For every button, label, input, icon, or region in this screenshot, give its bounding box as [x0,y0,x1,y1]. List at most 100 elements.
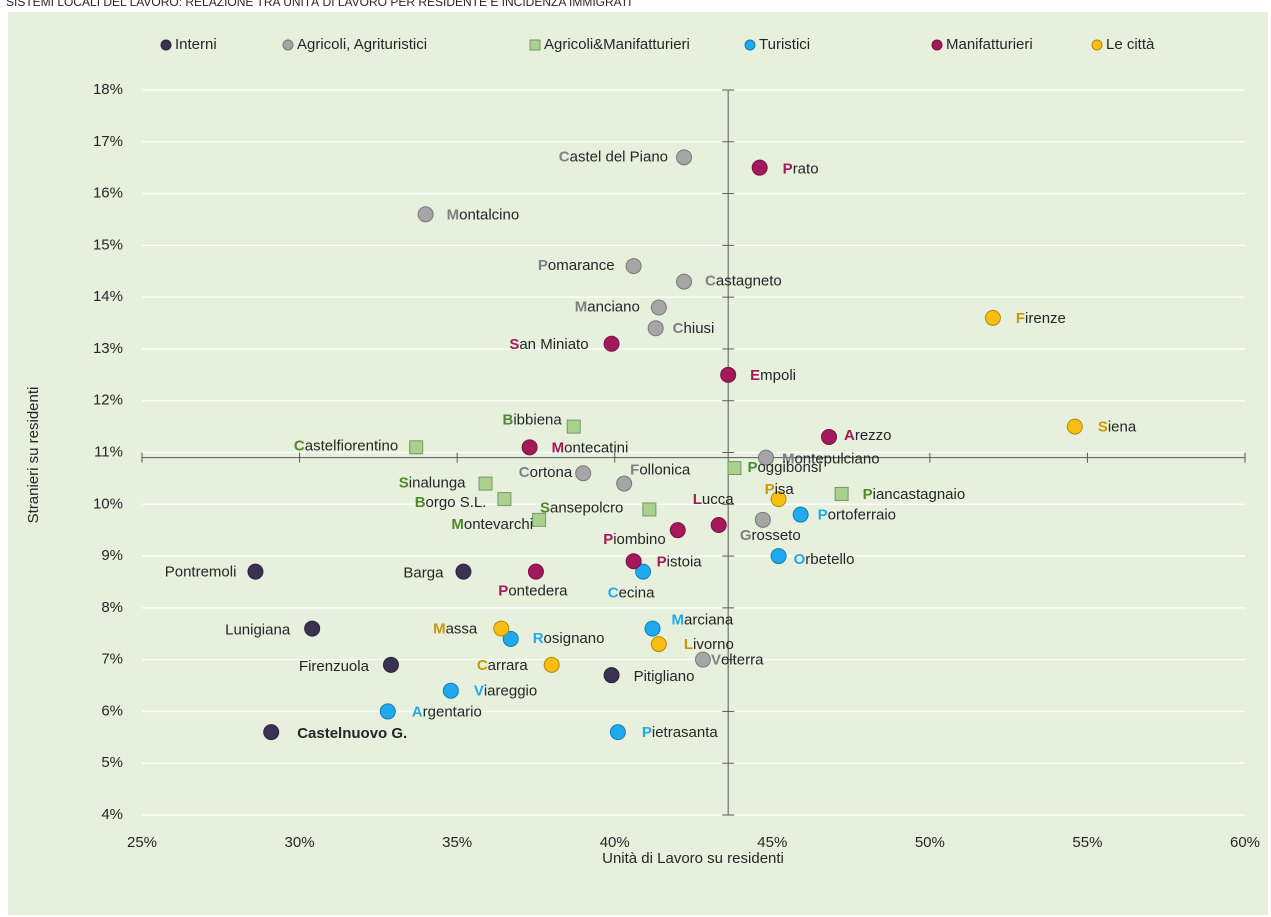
data-point [834,486,849,501]
point-label: Lucca [693,491,735,508]
point-label: Bibbiena [503,412,563,429]
data-point [751,159,768,176]
legend-label: Agricoli&Manifatturieri [544,36,690,53]
data-point [676,149,693,166]
data-point [455,563,472,580]
data-point [603,335,620,352]
point-label: Carrara [477,657,529,674]
point-label: Marciana [672,612,734,629]
point-label: Piancastagnaio [863,486,966,503]
y-tick-label: 18% [93,81,123,98]
data-point [566,419,581,434]
point-label: Lunigiana [225,622,291,639]
y-tick-label: 5% [101,754,123,771]
point-label: Montevarchi [451,516,533,533]
data-point [442,682,459,699]
y-tick-label: 9% [101,547,123,564]
point-label: Pisa [765,481,795,498]
data-point [616,475,633,492]
data-point [379,703,396,720]
legend-label: Le città [1106,36,1155,53]
data-point [647,320,664,337]
y-tick-label: 8% [101,599,123,616]
data-point [676,273,693,290]
data-point [247,563,264,580]
point-label: Pontedera [498,583,568,600]
data-point [720,366,737,383]
point-label: Siena [1098,419,1137,436]
x-tick-label: 45% [757,834,787,851]
legend-marker [931,39,943,51]
data-point [770,548,787,565]
legend-marker [744,39,756,51]
point-label: Castelnuovo G. [297,725,407,742]
y-tick-label: 16% [93,185,123,202]
data-point [609,724,626,741]
legend-label: Agricoli, Agrituristici [297,36,427,53]
data-point [497,492,512,507]
legend-label: Turistici [759,36,810,53]
y-tick-label: 12% [93,392,123,409]
data-point [543,656,560,673]
point-label: Sansepolcro [540,499,623,516]
point-label: Prato [783,161,819,178]
x-tick-label: 25% [127,834,157,851]
data-point [502,630,519,647]
data-point [478,476,493,491]
point-label: Pontremoli [165,564,237,581]
data-point [792,506,809,523]
y-tick-label: 14% [93,288,123,305]
x-tick-label: 60% [1230,834,1260,851]
data-point [603,667,620,684]
data-point [382,656,399,673]
point-label: Montalcino [447,206,520,223]
point-label: Pitigliano [634,668,695,685]
legend-label: Interni [175,36,217,53]
point-label: Piombino [603,531,666,548]
data-point [770,491,787,508]
point-label: Chiusi [673,320,715,337]
data-point [757,449,774,466]
x-axis-title: Unità di Lavoro su residenti [602,850,784,867]
point-label: Cecina [608,585,655,602]
y-tick-label: 4% [101,806,123,823]
plot-background [8,12,1268,915]
y-tick-label: 13% [93,340,123,357]
data-point [493,620,510,637]
point-label: Castagneto [705,273,782,290]
point-label: Follonica [630,462,691,479]
data-point [727,461,742,476]
data-point [650,636,667,653]
point-label: Manciano [575,298,640,315]
data-point [821,428,838,445]
point-label: Montepulciano [782,451,880,468]
point-label: Borgo S.L. [415,494,487,511]
chart-title: SISTEMI LOCALI DEL LAVORO: RELAZIONE TRA… [6,0,631,9]
data-point [642,502,657,517]
y-tick-label: 17% [93,133,123,150]
point-label: Orbetello [794,551,855,568]
x-tick-label: 50% [915,834,945,851]
point-label: Portoferraio [818,507,896,524]
legend-marker [160,39,172,51]
point-label: Pomarance [538,257,615,274]
data-point [575,465,592,482]
data-point [521,439,538,456]
data-point [984,309,1001,326]
data-point [417,206,434,223]
point-label: Pistoia [657,553,703,570]
point-label: San Miniato [509,336,588,353]
point-label: Livorno [684,636,734,653]
point-label: Grosseto [740,527,801,544]
point-label: Massa [433,621,478,638]
legend-marker [282,39,294,51]
data-point [532,512,547,527]
y-tick-label: 6% [101,702,123,719]
data-point [625,258,642,275]
data-point [263,724,280,741]
x-tick-label: 55% [1072,834,1102,851]
point-label: Rosignano [533,630,605,647]
point-label: Firenze [1016,310,1066,327]
data-point [527,563,544,580]
